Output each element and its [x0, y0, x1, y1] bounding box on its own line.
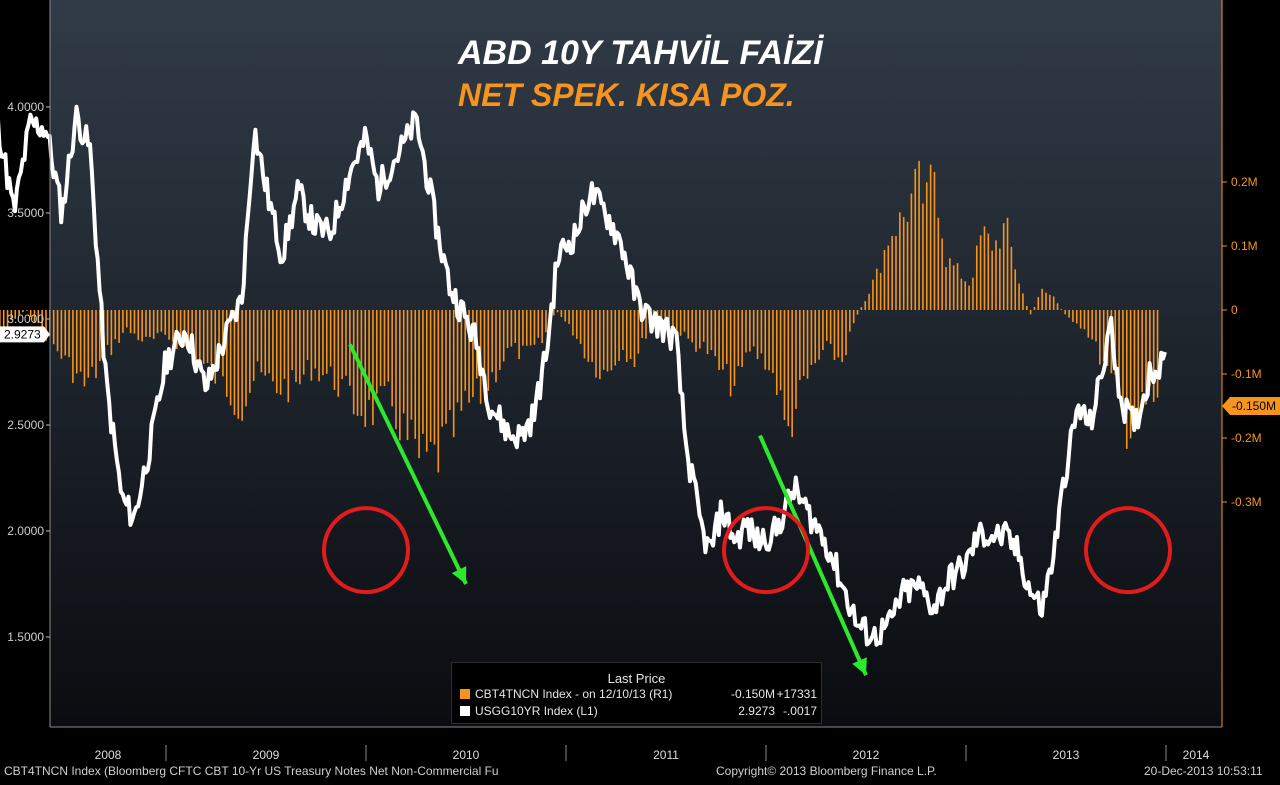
x-tick-label: 2009: [253, 748, 280, 762]
legend-series-name: USGG10YR Index (L1): [475, 704, 598, 718]
legend-series-change: -.0017: [782, 704, 817, 718]
legend-series-change: +17331: [776, 687, 817, 701]
legend-swatch-bars: [460, 689, 470, 699]
yield-line: [0, 104, 1167, 647]
axes-layer: 4.0000 3.5000 3.0000 2.5000 2.0000 1.5000 2.92…: [0, 0, 1280, 762]
footer-ticker: CBT4TNCN Index (Bloomberg CFTC CBT 10-Yr…: [4, 764, 499, 778]
right-tick-label: 0.2M: [1231, 175, 1258, 189]
chart-title: ABD 10Y TAHVİL FAİZİ: [458, 34, 823, 72]
right-tick-label: -0.2M: [1231, 431, 1262, 445]
highlight-circle: [322, 506, 410, 595]
legend-series-value: 2.9273: [738, 704, 775, 718]
legend-series-name: CBT4TNCN Index - on 12/10/13 (R1): [475, 687, 673, 701]
footer-copyright: Copyright© 2013 Bloomberg Finance L.P.: [716, 764, 937, 778]
trend-arrow: [758, 434, 868, 676]
legend-row-bars: CBT4TNCN Index - on 12/10/13 (R1) -0.150M…: [460, 687, 817, 701]
footer-timestamp: 20-Dec-2013 10:53:11: [1144, 764, 1263, 778]
highlight-circle: [722, 506, 810, 595]
x-tick-label: 2014: [1183, 748, 1210, 762]
left-last-value-label: 2.9273: [4, 327, 41, 341]
legend-header: Last Price: [607, 671, 666, 686]
right-tick-label: -0.1M: [1231, 367, 1262, 381]
right-last-value-label: -0.150M: [1232, 399, 1276, 413]
legend-row-line: USGG10YR Index (L1) 2.9273 -.0017: [460, 704, 817, 718]
left-tick-label: 3.0000: [7, 312, 44, 326]
x-tick-label: 2012: [853, 748, 880, 762]
left-tick-label: 2.0000: [7, 524, 44, 538]
right-tick-label: 0: [1231, 303, 1238, 317]
right-last-value-tag: [1222, 397, 1280, 415]
right-tick-label: -0.3M: [1231, 495, 1262, 509]
trend-arrow-head: [852, 657, 867, 676]
highlight-circle: [1084, 506, 1172, 595]
left-tick-label: 1.5000: [7, 630, 44, 644]
chart-subtitle: NET SPEK. KISA POZ.: [458, 77, 795, 113]
x-tick-label: 2011: [653, 748, 679, 762]
right-tick-label: 0.1M: [1231, 239, 1258, 253]
legend-series-value: -0.150M: [730, 687, 775, 701]
legend-swatch-line: [460, 706, 470, 716]
left-tick-label: 3.5000: [7, 206, 44, 220]
x-tick-label: 2013: [1053, 748, 1080, 762]
left-last-value-tag: [0, 326, 50, 343]
annotations-layer: [322, 343, 1172, 676]
legend: Last Price CBT4TNCN Index - on 12/10/13 …: [451, 662, 822, 724]
line-layer: [0, 104, 1167, 647]
x-tick-label: 2010: [453, 748, 480, 762]
trend-arrow: [348, 343, 468, 585]
left-tick-label: 2.5000: [7, 418, 44, 432]
x-tick-label: 2008: [95, 748, 122, 762]
left-tick-label: 4.0000: [7, 100, 44, 114]
trend-arrow-head: [451, 566, 467, 584]
